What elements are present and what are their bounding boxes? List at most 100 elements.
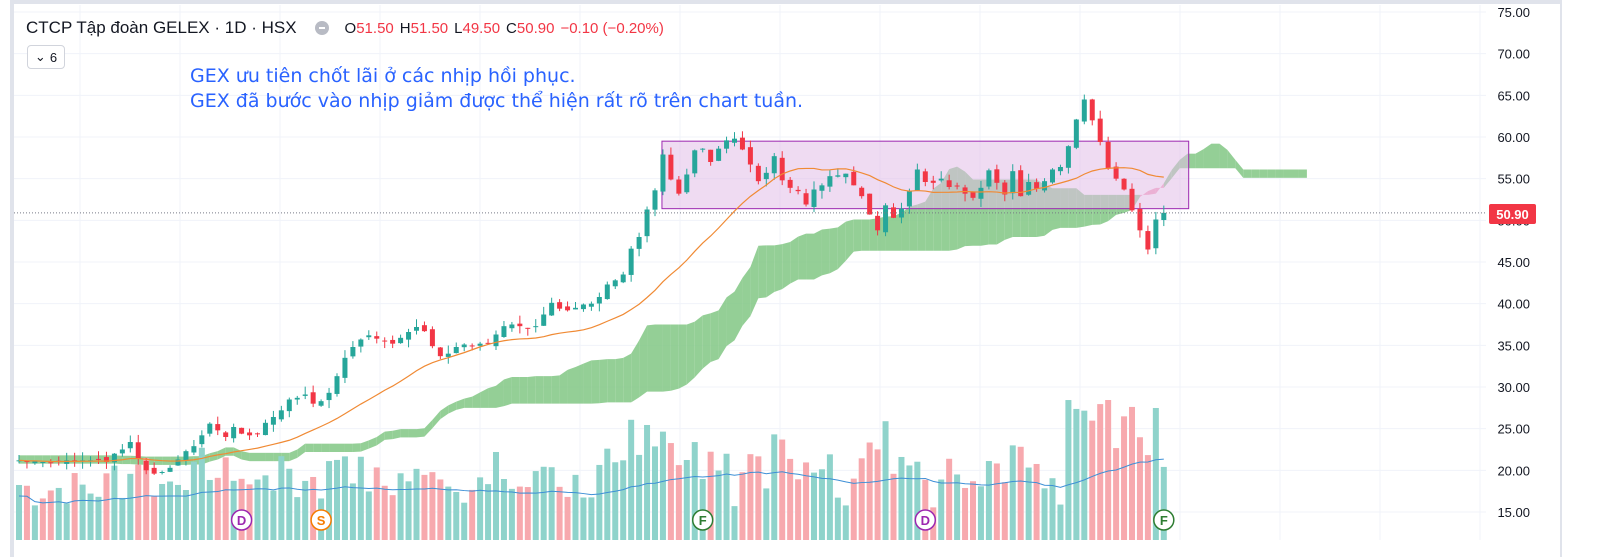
y-axis-tick-label: 60.00 [1497, 130, 1530, 145]
volume-bar [397, 473, 404, 540]
volume-bar [286, 468, 293, 540]
volume-bar [453, 491, 460, 540]
candle-body [811, 189, 817, 207]
volume-bar [874, 449, 881, 540]
volume-bar [254, 479, 261, 540]
volume-bar [604, 448, 611, 540]
volume-bar [612, 462, 619, 540]
candle-body [366, 335, 372, 338]
candle-body [700, 148, 706, 150]
volume-bar [866, 442, 873, 540]
ichimoku-cloud-segment [551, 375, 560, 404]
ichimoku-cloud-segment [1227, 149, 1236, 169]
ichimoku-cloud-segment [662, 324, 671, 392]
ichimoku-cloud-segment [1283, 169, 1291, 178]
ichimoku-cloud-segment [344, 443, 353, 452]
volume-bar [206, 479, 213, 540]
volume-bar [1129, 406, 1135, 540]
candle-body [183, 451, 189, 461]
ichimoku-cloud-segment [464, 396, 473, 408]
ichimoku-cloud-segment [511, 377, 520, 404]
symbol-title[interactable]: CTCP Tập đoàn GELEX · 1D · HSX [26, 18, 297, 37]
volume-bar [1065, 400, 1072, 540]
candle-body [1153, 219, 1159, 249]
volume-bar [1033, 463, 1040, 540]
candle-body [374, 336, 380, 339]
collapse-indicators-button[interactable]: ⌄ 6 [27, 45, 65, 69]
volume-bar [349, 483, 356, 540]
ichimoku-cloud-segment [655, 324, 663, 392]
candle-body [954, 185, 960, 187]
volume-bar [310, 476, 317, 540]
candle-body [1034, 182, 1040, 189]
candle-body [469, 345, 475, 347]
ichimoku-cloud-segment [527, 376, 536, 404]
volume-bar [898, 456, 905, 540]
volume-bar [230, 480, 237, 540]
candle-body [191, 446, 197, 453]
volume-bar [389, 495, 396, 540]
ichimoku-cloud-segment [313, 443, 322, 452]
volume-bar [182, 489, 189, 540]
volume-ma-line [18, 458, 1164, 504]
candle-body [1026, 182, 1032, 195]
ichimoku-cloud-segment [829, 227, 838, 274]
candle-body [692, 150, 698, 174]
candle-body [1010, 171, 1016, 194]
candle-body [1050, 169, 1055, 183]
candle-body [930, 180, 936, 183]
candle-body [549, 302, 555, 316]
ichimoku-cloud-segment [631, 340, 640, 403]
ichimoku-cloud-segment [599, 359, 608, 404]
candle-body [414, 327, 419, 331]
ichimoku-cloud-segment [360, 440, 369, 452]
candle-body [429, 329, 435, 347]
candle-body [1073, 119, 1079, 148]
volume-bar [39, 498, 46, 540]
volume-bar [882, 421, 889, 540]
volume-bar [1073, 408, 1080, 540]
volume-bar [47, 490, 54, 540]
ichimoku-cloud-segment [742, 267, 751, 326]
volume-bar [516, 486, 523, 540]
volume-bar [652, 446, 658, 540]
event-marker-f [1153, 509, 1175, 531]
ichimoku-cloud-segment [329, 443, 337, 452]
hide-series-icon[interactable] [314, 21, 329, 35]
candle-body [406, 332, 412, 340]
ichimoku-cloud-segment [480, 388, 489, 408]
volume-bar [540, 466, 547, 540]
chart-annotation[interactable]: GEX ưu tiên chốt lãi ở các nhịp hồi phục… [190, 64, 803, 114]
ichimoku-cloud-segment [321, 443, 330, 452]
candle-body [914, 169, 920, 191]
ichimoku-cloud-segment [821, 228, 830, 276]
ichimoku-cloud-segment [686, 321, 695, 385]
volume-bar [1041, 488, 1048, 540]
volume-bar [596, 464, 603, 540]
volume-bar [365, 491, 372, 540]
symbol-legend: CTCP Tập đoàn GELEX · 1D · HSX O51.50 H5… [26, 17, 664, 39]
ichimoku-cloud-segment [440, 405, 449, 420]
volume-bar [842, 505, 849, 540]
ichimoku-cloud-segment [583, 360, 592, 404]
candle-body [262, 422, 268, 436]
candle-body [867, 193, 873, 215]
volume-bar [659, 431, 666, 540]
volume-bar [1089, 420, 1096, 540]
ichimoku-cloud-segment [734, 277, 743, 341]
volume-bar [55, 487, 62, 540]
ichimoku-cloud-segment [750, 245, 759, 317]
volume-bar [437, 479, 444, 540]
volume-bar [151, 496, 158, 540]
volume-bar [341, 456, 348, 540]
candle-body [636, 237, 642, 249]
ichimoku-cloud-segment [368, 437, 377, 449]
ichimoku-cloud-segment [448, 401, 457, 414]
ichimoku-cloud-segment [837, 221, 846, 270]
candle-body [1121, 178, 1127, 190]
ichimoku-cloud-segment [305, 443, 314, 452]
ichimoku-cloud-segment [1275, 169, 1284, 178]
ichimoku-cloud-segment [1251, 169, 1260, 178]
